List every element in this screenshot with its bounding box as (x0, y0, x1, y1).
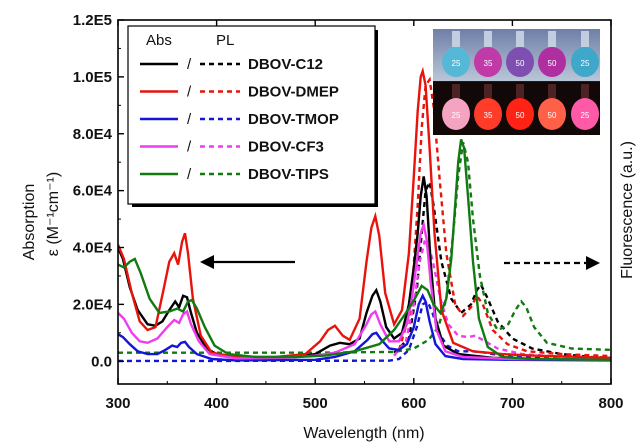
series-dbov-tips-pl-line (118, 142, 611, 354)
legend-item-dbov-dmep: / DBOV-DMEP (140, 84, 339, 101)
legend-header-pl: PL (216, 32, 234, 49)
series-dbov-dmep-abs-line (118, 66, 611, 359)
legend-label: DBOV-TIPS (248, 166, 329, 183)
plot-area (118, 66, 611, 363)
inset-flask-label: 50 (548, 111, 557, 120)
inset-flask-label: 50 (516, 111, 525, 120)
legend-item-dbov-c12: / DBOV-C12 (140, 56, 323, 73)
legend-header-abs: Abs (146, 32, 172, 49)
series-dbov-dmep-pl-line (397, 76, 611, 358)
inset-flask-label: 35 (484, 111, 493, 120)
right-arrow (504, 256, 600, 270)
inset-photo: 25 25 35 35 50 50 50 50 25 25 (433, 29, 600, 135)
inset-flask-label: 50 (548, 59, 557, 68)
legend-shadow-right (375, 30, 378, 207)
legend-label: DBOV-C12 (248, 56, 323, 73)
x-tick-label: 400 (204, 395, 229, 412)
inset-flask-label: 25 (452, 59, 461, 68)
series-dbov-cf3-abs-line (118, 220, 611, 361)
legend-label: DBOV-DMEP (248, 84, 339, 101)
inset-flask-uv: 25 (442, 84, 470, 130)
x-tick-label: 600 (401, 395, 426, 412)
legend-label: DBOV-CF3 (248, 139, 324, 156)
inset-flask-daylight: 25 (442, 31, 470, 77)
x-tick-label: 300 (105, 395, 130, 412)
legend-separator: / (187, 56, 192, 73)
legend-item-dbov-tmop: / DBOV-TMOP (140, 111, 339, 128)
series-dbov-cf3-pl-line (393, 239, 611, 359)
legend-shadow-bottom (132, 204, 378, 207)
legend: Abs PL / DBOV-C12 / DBOV-DMEP / DBOV-TMOP / DBO… (127, 25, 378, 207)
inset-flask-daylight: 35 (474, 31, 502, 77)
inset-flask-uv: 35 (474, 84, 502, 130)
inset-flask-daylight: 50 (538, 31, 566, 77)
inset-flask-uv: 50 (538, 84, 566, 130)
x-axis-title: Wavelength (nm) (303, 425, 424, 442)
axes (117, 19, 612, 385)
x-tick-label: 500 (303, 395, 328, 412)
inset-flask-label: 25 (581, 111, 590, 120)
y-axis-right-title: Fluorescence (a.u.) (619, 141, 636, 279)
tick-labels: 300 400 500 600 700 800 0.0 2.0E4 4.0E4 6.0E4 8.0E… (73, 12, 624, 412)
legend-item-dbov-cf3: / DBOV-CF3 (140, 139, 324, 156)
y-tick-label: 0.0 (91, 353, 112, 370)
y-axis-title-line2: ε (M⁻¹cm⁻¹) (45, 172, 62, 256)
inset-flask-uv: 25 (571, 84, 599, 130)
legend-separator: / (187, 111, 192, 128)
series-dbov-c12-abs-line (118, 176, 611, 361)
legend-separator: / (187, 166, 192, 183)
y-tick-label: 1.2E5 (73, 12, 112, 29)
legend-label: DBOV-TMOP (248, 111, 339, 128)
inset-flask-label: 50 (516, 59, 525, 68)
legend-item-dbov-tips: / DBOV-TIPS (140, 166, 329, 183)
y-tick-label: 1.0E5 (73, 69, 112, 86)
inset-flask-daylight: 25 (571, 31, 599, 77)
x-tick-label: 700 (500, 395, 525, 412)
inset-flask-label: 25 (452, 111, 461, 120)
inset-flask-uv: 50 (506, 84, 534, 130)
inset-flask-daylight: 50 (506, 31, 534, 77)
y-tick-label: 2.0E4 (73, 296, 113, 313)
inset-flask-label: 25 (581, 59, 590, 68)
series-dbov-tips-abs-line (118, 139, 611, 361)
legend-separator: / (187, 139, 192, 156)
left-arrow (200, 255, 295, 269)
y-tick-label: 4.0E4 (73, 240, 113, 257)
y-tick-label: 6.0E4 (73, 183, 113, 200)
legend-separator: / (187, 84, 192, 101)
y-axis-title-line1: Absorption (21, 184, 38, 261)
inset-flask-label: 35 (484, 59, 493, 68)
x-tick-label: 800 (598, 395, 623, 412)
y-tick-label: 8.0E4 (73, 126, 113, 143)
